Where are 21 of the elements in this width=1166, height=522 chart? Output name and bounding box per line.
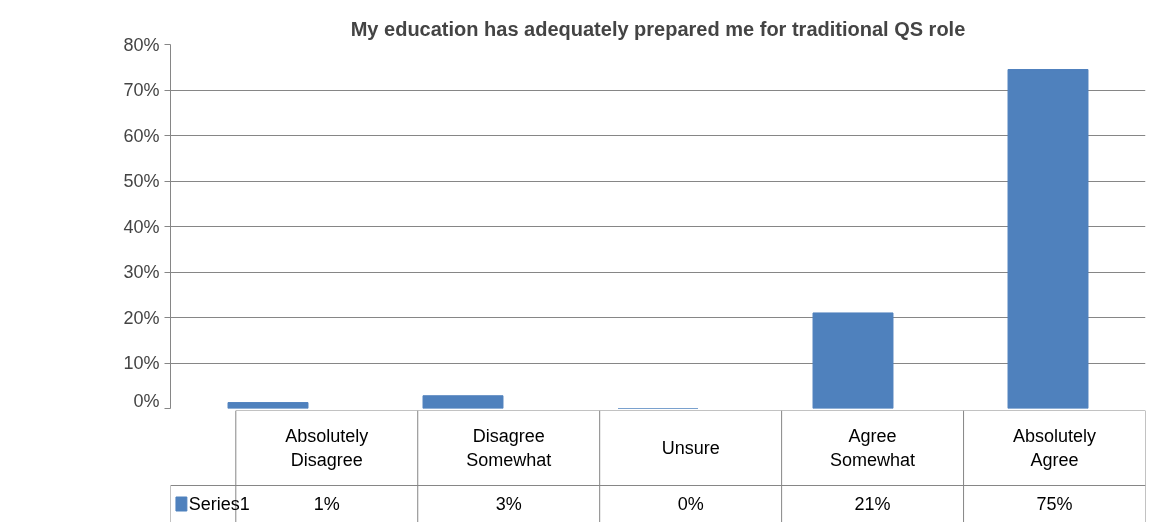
x-tick-label: Disagree Somewhat xyxy=(466,426,552,470)
data-label: 3% xyxy=(495,494,522,514)
x-tick-label: Absolutely Disagree xyxy=(285,426,369,470)
data-label: 21% xyxy=(854,494,891,514)
y-tick-label: 40% xyxy=(123,216,160,237)
y-tick-label: 10% xyxy=(123,353,160,373)
y-tick-label: 60% xyxy=(123,125,160,146)
x-tick-label: Absolutely Agree xyxy=(1013,426,1097,470)
data-label: 75% xyxy=(1036,494,1073,514)
y-tick-label: 80% xyxy=(123,34,160,55)
x-tick-label: Unsure xyxy=(661,438,720,458)
y-tick-label: 70% xyxy=(123,80,160,100)
y-tick-label: 50% xyxy=(123,171,160,191)
data-label: 0% xyxy=(677,494,704,514)
data-label: 1% xyxy=(313,494,340,514)
y-tick-label: 20% xyxy=(123,307,160,328)
y-tick-label: 0% xyxy=(133,390,160,411)
legend-label: Series1 xyxy=(188,494,250,514)
chart-title: My education has adequately prepared me for traditional QS role xyxy=(350,17,966,40)
x-tick-label: Agree Somewhat xyxy=(830,426,916,470)
y-tick-label: 30% xyxy=(123,262,160,282)
